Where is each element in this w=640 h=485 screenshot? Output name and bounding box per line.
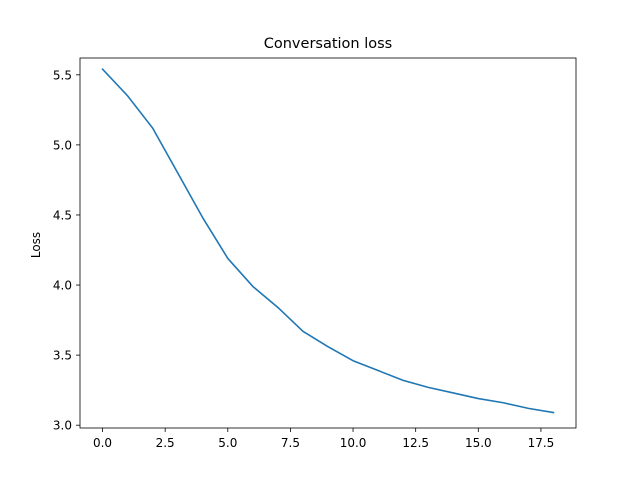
y-axis-label: Loss [29,232,43,258]
x-tick-label: 15.0 [465,436,492,450]
y-tick-label: 5.5 [53,68,72,82]
y-tick-label: 4.5 [53,208,72,222]
y-tick-label: 3.0 [53,419,72,433]
x-tick-label: 10.0 [340,436,367,450]
x-tick-label: 12.5 [402,436,429,450]
x-tick-label: 5.0 [218,436,237,450]
y-tick-label: 5.0 [53,138,72,152]
y-tick-label: 4.0 [53,279,72,293]
x-tick-label: 17.5 [528,436,555,450]
loss-series-line [101,68,555,414]
y-tick-label: 3.5 [53,349,72,363]
x-tick-label: 0.0 [93,436,112,450]
series-layer [101,68,555,414]
x-tick-label: 2.5 [156,436,175,450]
chart-title: Conversation loss [264,36,392,52]
plot-frame [79,57,577,429]
x-axis-ticks: 0.0 2.5 5.0 7.5 10.0 12.5 15.0 17.5 [93,428,554,450]
y-axis-ticks: 3.0 3.5 4.0 4.5 5.0 5.5 [53,68,80,433]
x-tick-label: 7.5 [281,436,300,450]
